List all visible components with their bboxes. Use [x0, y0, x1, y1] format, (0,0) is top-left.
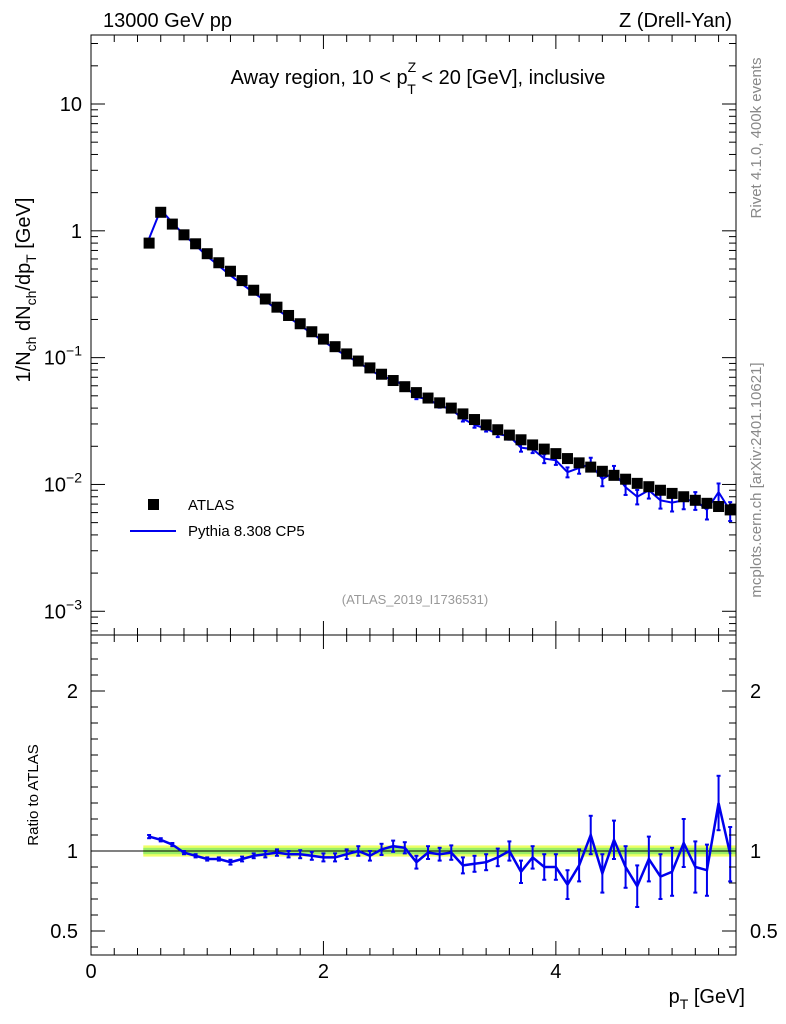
panel-title: Away region, 10 < pZ T < 20 [GeV], inclus…	[231, 59, 606, 97]
atlas-point	[422, 392, 434, 404]
atlas-point	[352, 355, 364, 367]
atlas-point	[283, 309, 295, 321]
title-part-z: Z	[408, 59, 417, 75]
atlas-point	[538, 443, 550, 455]
atlas-point	[364, 362, 376, 374]
ratio-ytick-label-left: 0.5	[50, 921, 78, 943]
atlas-point	[678, 491, 690, 503]
atlas-point	[399, 381, 411, 393]
xlabel: pT [GeV]	[669, 986, 745, 1012]
analysis-annotation: (ATLAS_2019_I1736531)	[342, 592, 488, 607]
atlas-point	[666, 487, 678, 499]
atlas-point	[434, 397, 446, 409]
title-part-1: Away region, 10 < p	[231, 67, 408, 89]
header-left: 13000 GeV pp	[103, 10, 232, 32]
atlas-point	[585, 461, 597, 473]
header-right: Z (Drell-Yan)	[619, 10, 732, 32]
atlas-point	[143, 237, 155, 249]
rivet-label: Rivet 4.1.0, 400k events	[748, 58, 765, 219]
atlas-point	[271, 301, 283, 313]
ratio-ytick-label-left: 1	[67, 841, 78, 863]
ratio-ytick-label-right: 2	[750, 681, 761, 703]
atlas-point	[631, 477, 643, 489]
atlas-point	[527, 439, 539, 451]
atlas-point	[724, 504, 736, 516]
legend-atlas-marker	[148, 499, 159, 510]
main-ytick-label: 10	[60, 94, 82, 116]
atlas-point	[294, 318, 306, 330]
atlas-point	[643, 481, 655, 493]
atlas-point	[608, 469, 620, 481]
main-ylabel: 1/Nch dNch/dpT [GeV]	[13, 198, 39, 383]
atlas-point	[550, 448, 562, 460]
ratio-ytick-label-right: 0.5	[750, 921, 778, 943]
atlas-point	[259, 293, 271, 305]
title-part-t: T	[407, 81, 416, 97]
atlas-point	[480, 419, 492, 431]
atlas-point	[596, 465, 608, 477]
ratio-line	[148, 802, 732, 889]
legend-pythia-label: Pythia 8.308 CP5	[188, 523, 305, 540]
atlas-point	[713, 501, 725, 513]
main-ytick-label: 10−1	[44, 343, 82, 370]
atlas-point	[341, 348, 353, 360]
atlas-point	[503, 429, 515, 441]
atlas-point	[561, 453, 573, 465]
atlas-point	[329, 341, 341, 353]
atlas-point	[492, 424, 504, 436]
legend-atlas-label: ATLAS	[188, 497, 234, 514]
ratio-ytick-label-left: 2	[67, 681, 78, 703]
atlas-point	[317, 333, 329, 345]
ratio-ylabel: Ratio to ATLAS	[25, 744, 42, 845]
atlas-point	[190, 238, 202, 250]
xtick-label: 4	[550, 961, 561, 983]
ratio-ytick-label-right: 1	[750, 841, 761, 863]
atlas-point	[410, 387, 422, 399]
atlas-point	[376, 368, 388, 380]
atlas-point	[248, 284, 260, 296]
atlas-point	[654, 484, 666, 496]
title-part-2: < 20 [GeV], inclusive	[416, 67, 606, 89]
ratio-plot-frame	[90, 634, 737, 956]
xtick-label: 0	[85, 961, 96, 983]
atlas-point	[457, 408, 469, 420]
atlas-point	[620, 473, 632, 485]
atlas-point	[469, 414, 481, 426]
atlas-point	[515, 434, 527, 446]
atlas-point	[306, 326, 318, 338]
mcplots-label: mcplots.cern.ch [arXiv:2401.10621]	[748, 362, 765, 597]
atlas-point	[155, 206, 167, 218]
atlas-point	[236, 275, 248, 287]
atlas-point	[224, 265, 236, 277]
atlas-point	[445, 402, 457, 414]
atlas-point	[166, 218, 178, 230]
main-ytick-label: 10−3	[44, 596, 82, 623]
atlas-point	[201, 248, 213, 260]
pythia-line	[148, 207, 732, 512]
atlas-point	[701, 497, 713, 509]
main-ytick-label: 10−2	[44, 469, 82, 496]
atlas-point	[178, 229, 190, 241]
atlas-point	[689, 494, 701, 506]
atlas-point	[573, 457, 585, 469]
xtick-label: 2	[318, 961, 329, 983]
atlas-point	[213, 257, 225, 269]
legend: ATLAS Pythia 8.308 CP5	[130, 497, 305, 540]
main-plot-frame	[90, 34, 737, 636]
main-ytick-label: 1	[71, 221, 82, 243]
atlas-point	[387, 375, 399, 387]
